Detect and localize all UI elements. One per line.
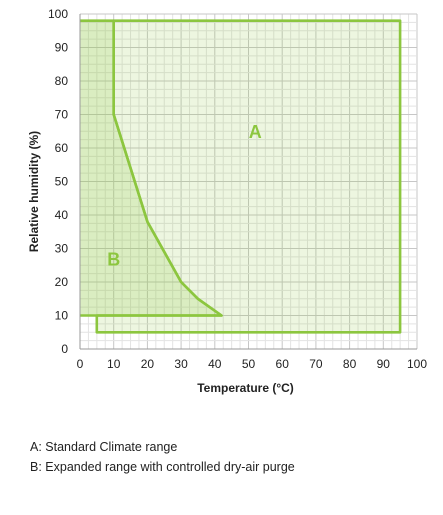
x-tick-label: 90	[377, 357, 391, 371]
labels: AB	[107, 122, 262, 269]
y-tick-label: 10	[55, 309, 69, 323]
y-tick-label: 20	[55, 275, 69, 289]
y-tick-label: 80	[55, 74, 69, 88]
y-tick-label: 70	[55, 108, 69, 122]
y-tick-label: 50	[55, 175, 69, 189]
y-tick-label: 0	[61, 342, 68, 356]
x-tick-label: 100	[407, 357, 427, 371]
regions	[80, 19, 402, 334]
x-tick-label: 70	[309, 357, 323, 371]
y-axis-title: Relative humidity (%)	[27, 131, 41, 252]
y-tick-label: 30	[55, 242, 69, 256]
x-tick-label: 30	[174, 357, 188, 371]
x-tick-label: 80	[343, 357, 357, 371]
region-b-outline	[80, 19, 223, 317]
climate-range-chart: 0 10 20 30 40 50 60 70 80 90 100 0 10 20 30 40 50 60 70 80 9…	[27, 7, 427, 395]
x-tick-label: 10	[107, 357, 121, 371]
x-tick-label: 50	[242, 357, 256, 371]
region-b	[80, 20, 222, 316]
x-tick-label: 40	[208, 357, 222, 371]
axes: 0 10 20 30 40 50 60 70 80 90 100 0 10 20 30 40 50 60 70 80 9…	[27, 7, 427, 395]
region-label-b: B	[107, 249, 120, 269]
legend-region-b: B: Expanded range with controlled dry-ai…	[30, 460, 295, 474]
y-tick-label: 60	[55, 141, 69, 155]
region-a	[96, 20, 401, 333]
x-axis-title: Temperature (°C)	[197, 381, 294, 395]
legend-region-a: A: Standard Climate range	[30, 440, 178, 454]
region-label-a: A	[249, 122, 262, 142]
y-tick-label: 40	[55, 208, 69, 222]
y-tick-label: 90	[55, 41, 69, 55]
x-tick-label: 20	[141, 357, 155, 371]
y-tick-label: 100	[48, 7, 68, 21]
x-tick-label: 60	[276, 357, 290, 371]
x-tick-label: 0	[77, 357, 84, 371]
